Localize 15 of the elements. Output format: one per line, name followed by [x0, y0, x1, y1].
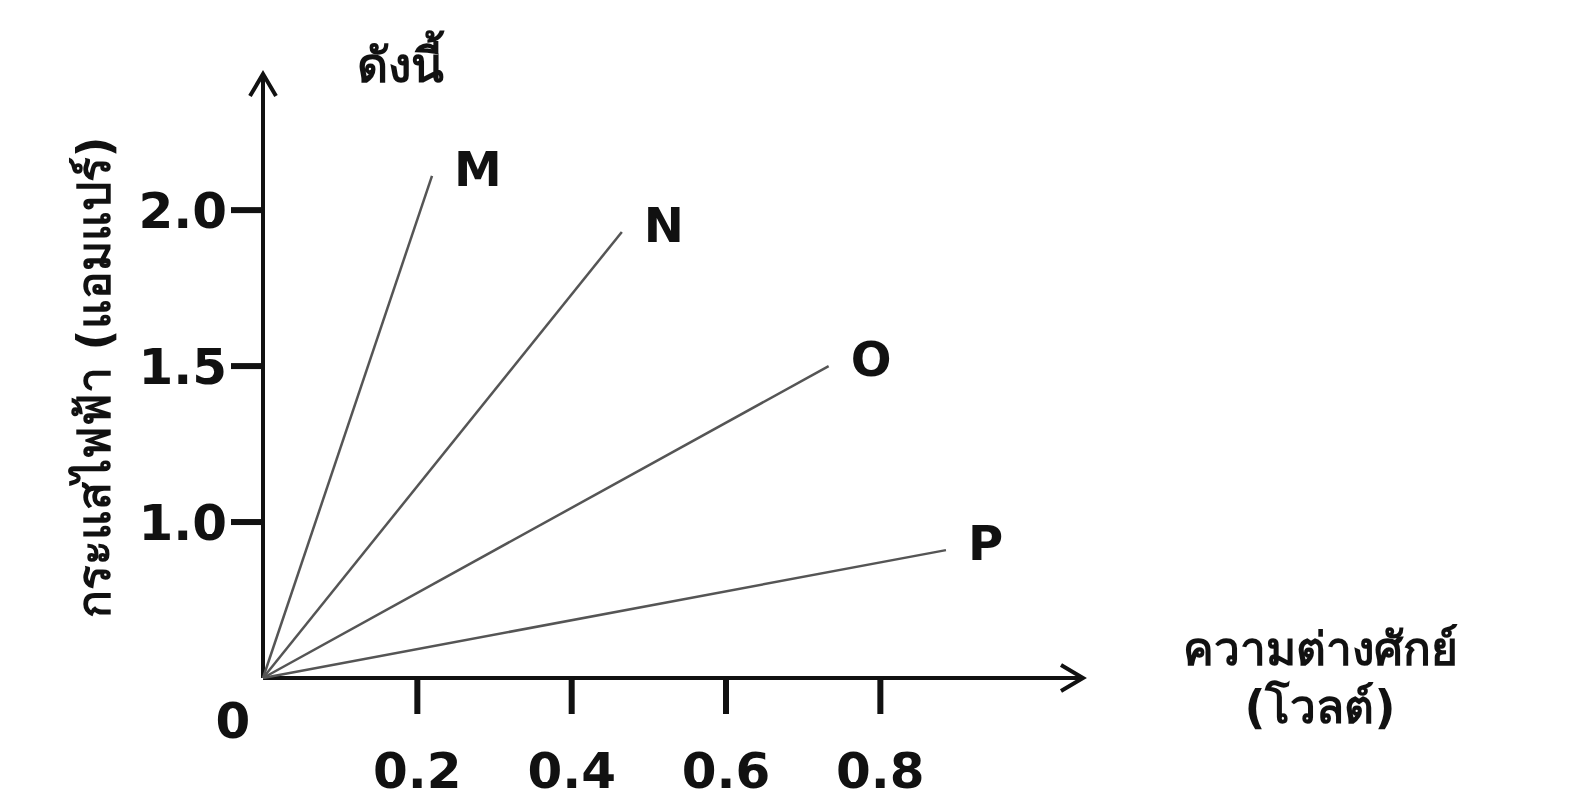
y-axis-title: กระแสไฟฟ้า (แอมแปร์): [67, 136, 121, 618]
x-tick-label: 0.6: [681, 742, 771, 800]
series-label: N: [643, 196, 685, 253]
x-tick-label: 0.8: [836, 742, 925, 800]
series-label: O: [850, 331, 892, 388]
y-tick-label: 2.0: [138, 182, 227, 241]
series-label: P: [967, 515, 1004, 572]
series-label: M: [454, 140, 502, 197]
text: 0: [215, 692, 251, 750]
x-axis-title: ความต่างศักย์ (โวลต์): [1182, 622, 1458, 734]
x-tick-label: 0.2: [373, 742, 462, 800]
x-tick-label: 0.4: [527, 742, 616, 800]
chart-title: ดังนี้: [356, 30, 445, 93]
y-tick-label: 1.0: [138, 494, 227, 553]
y-tick-label: 1.5: [138, 338, 227, 397]
